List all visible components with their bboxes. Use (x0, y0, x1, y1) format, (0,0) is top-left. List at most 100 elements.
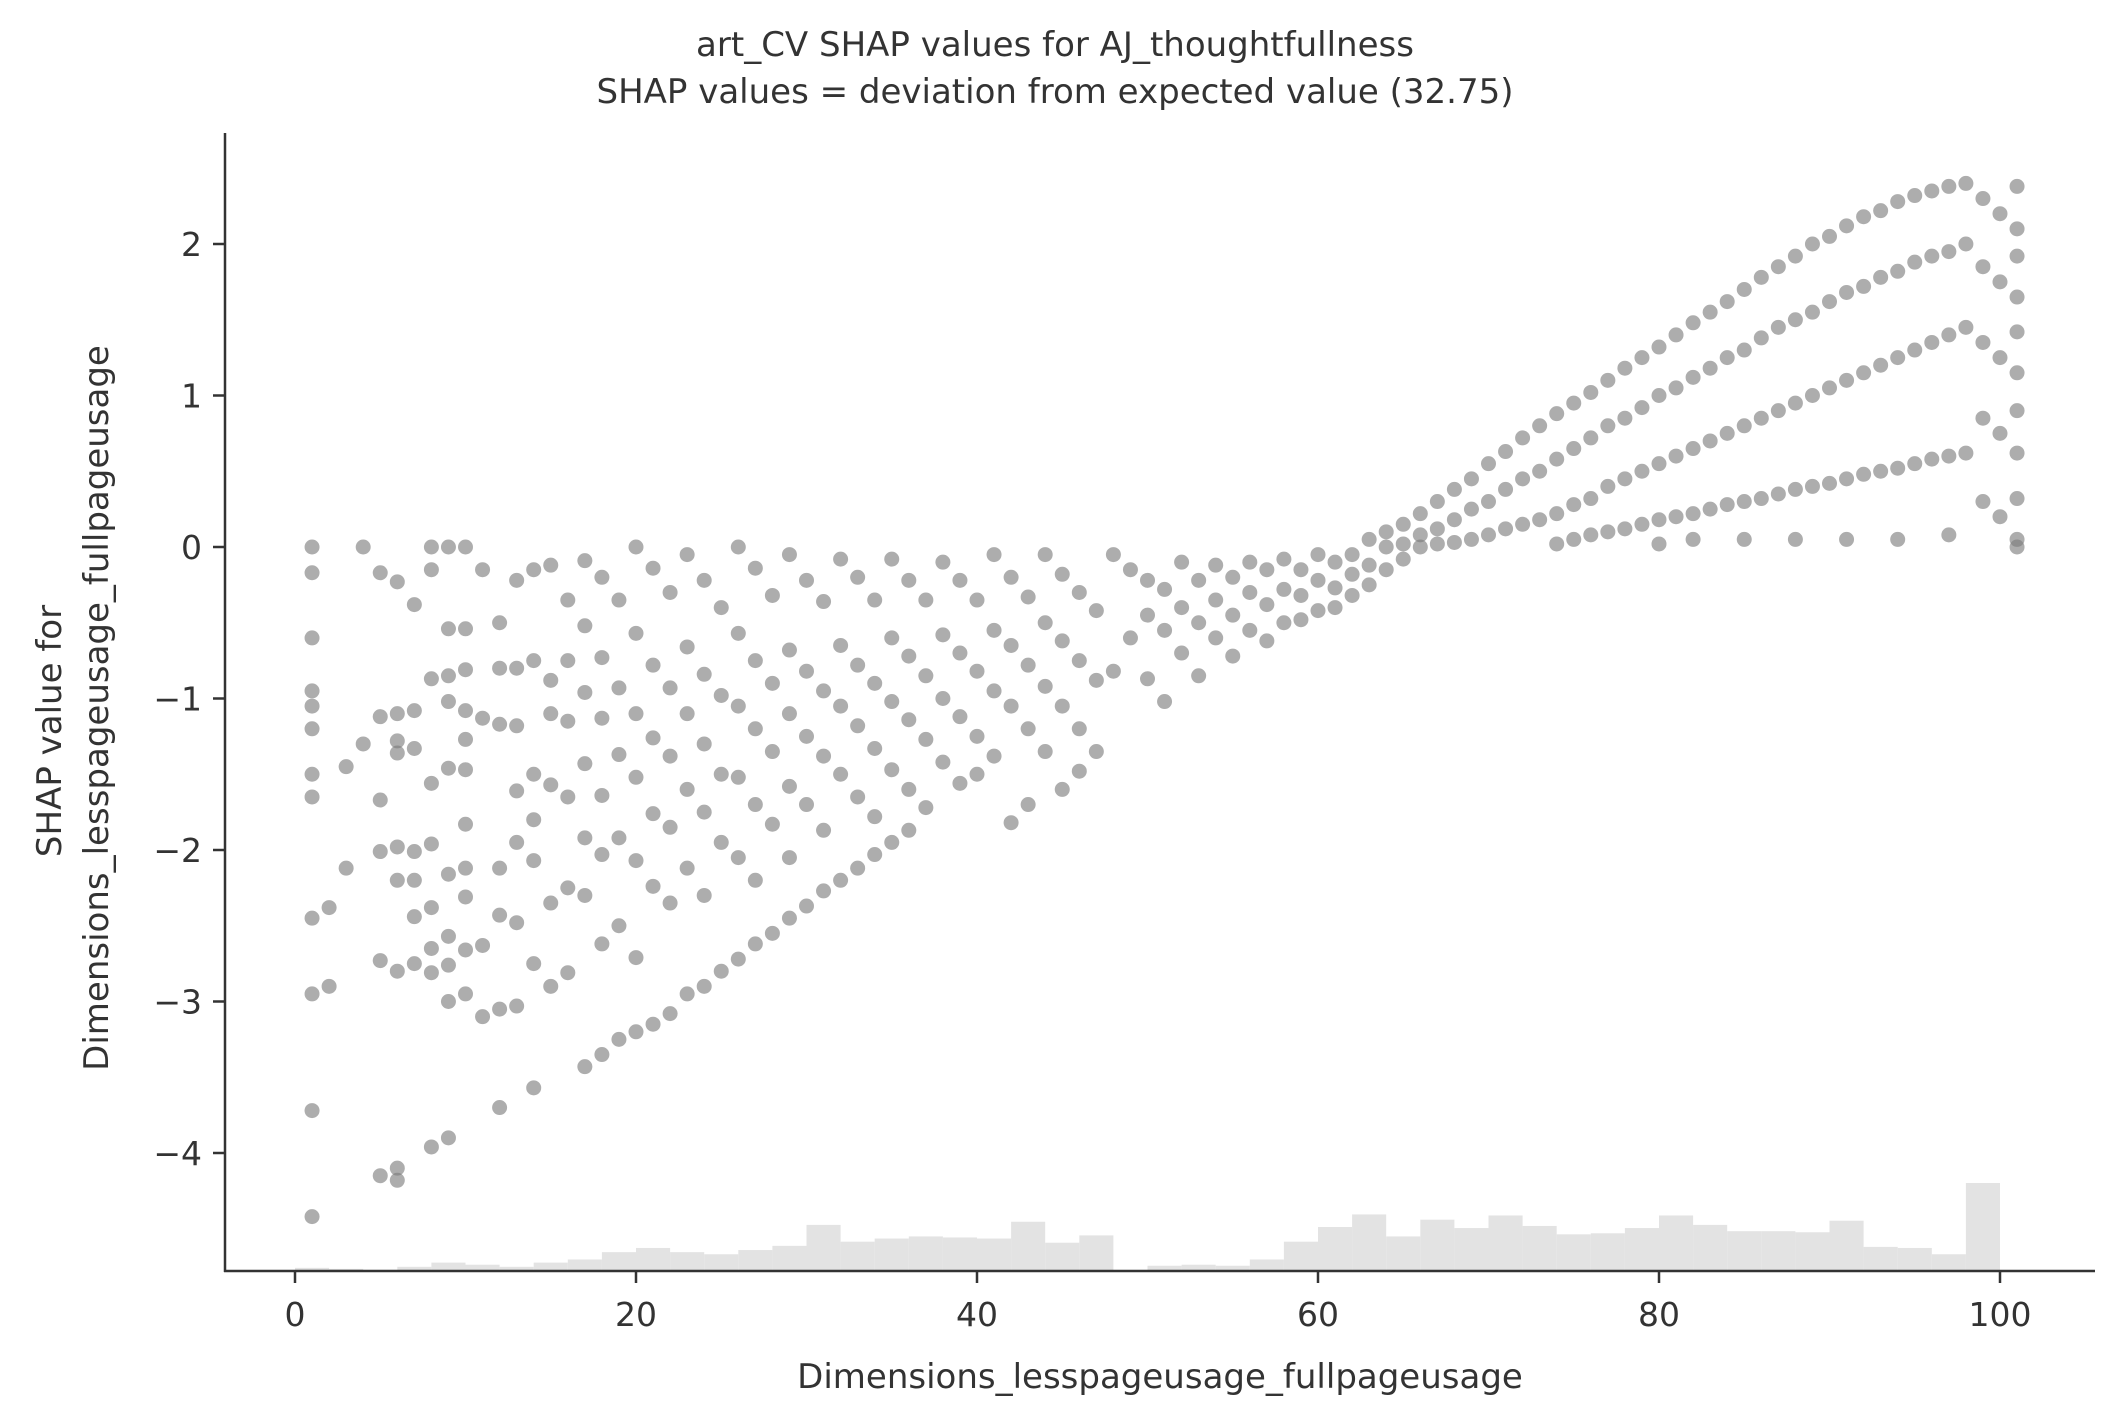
data-point (628, 853, 644, 869)
data-point (1583, 527, 1599, 543)
data-point (458, 662, 473, 678)
data-point (918, 800, 934, 816)
y-tick-label: −4 (153, 1134, 202, 1173)
data-point (526, 653, 542, 669)
data-point (1208, 630, 1224, 646)
data-point (1958, 319, 1974, 335)
data-point (611, 592, 627, 608)
data-point (372, 844, 388, 860)
data-point (679, 547, 695, 563)
data-point (304, 1209, 320, 1225)
data-point (475, 562, 491, 578)
data-point (594, 569, 610, 585)
data-point (1958, 445, 1974, 461)
histogram-bar (499, 1266, 534, 1271)
data-point (492, 860, 508, 876)
data-point (969, 766, 985, 782)
data-point (730, 698, 746, 714)
data-point (935, 691, 951, 706)
data-point (1378, 562, 1394, 578)
data-point (867, 740, 883, 756)
histogram-bar (1283, 1241, 1318, 1271)
data-point (1532, 418, 1548, 434)
data-point (1924, 451, 1940, 467)
data-point (952, 645, 968, 661)
histogram-bar (1965, 1183, 2000, 1271)
data-point (1702, 304, 1718, 320)
data-point (1736, 342, 1752, 358)
data-point (1702, 501, 1718, 517)
data-point (1140, 607, 1155, 623)
histogram-bar (1147, 1265, 1182, 1271)
data-point (1941, 244, 1957, 260)
data-point (1463, 531, 1479, 547)
y-tick-label: 0 (181, 528, 202, 567)
data-point (389, 963, 405, 979)
data-point (1839, 218, 1855, 234)
data-point (628, 769, 644, 785)
data-point (423, 940, 439, 956)
data-point (1907, 456, 1923, 472)
data-point (679, 860, 695, 876)
histogram-bar (533, 1262, 568, 1271)
data-point (594, 787, 610, 803)
data-point (458, 703, 473, 719)
data-point (1481, 456, 1496, 472)
data-point (713, 600, 729, 616)
data-point (1958, 236, 1974, 252)
data-point (526, 562, 542, 578)
data-point (509, 834, 525, 850)
x-axis-ticks: 0 20 40 60 80 100 (285, 1271, 2032, 1334)
data-point (577, 684, 593, 700)
data-point (799, 797, 814, 813)
data-point (1804, 478, 1820, 494)
data-point (884, 762, 900, 778)
data-point (679, 706, 695, 722)
data-point (526, 1080, 542, 1096)
data-point (1992, 425, 2008, 441)
data-point (1736, 494, 1752, 510)
data-point (799, 728, 814, 744)
data-point (730, 951, 746, 967)
data-point (1327, 580, 1343, 596)
data-point (764, 925, 780, 941)
data-point (1941, 448, 1957, 464)
data-point (1770, 319, 1786, 335)
data-point (389, 839, 405, 855)
data-point (1208, 592, 1224, 608)
data-point (1753, 269, 1769, 285)
data-point (1992, 274, 2008, 290)
data-point (1719, 497, 1735, 513)
data-point (560, 965, 576, 981)
data-point (1719, 294, 1735, 310)
data-point (1856, 278, 1872, 294)
data-point (389, 872, 405, 888)
data-point (1412, 506, 1428, 522)
data-point (1719, 425, 1735, 441)
data-point (1651, 536, 1667, 552)
data-point (560, 713, 576, 729)
data-point (833, 872, 849, 888)
data-point (560, 592, 576, 608)
data-point (1191, 615, 1207, 631)
data-point (1770, 259, 1786, 275)
data-point (2009, 539, 2025, 555)
data-point (1753, 330, 1769, 346)
data-point (1873, 203, 1889, 219)
data-point (1600, 524, 1616, 540)
data-point (628, 1024, 644, 1040)
data-point (1617, 360, 1633, 376)
data-point (509, 783, 525, 799)
data-point (1327, 554, 1343, 570)
data-point (781, 850, 797, 866)
y-tick-label: −1 (153, 680, 202, 719)
data-point (969, 728, 985, 744)
data-point (816, 748, 832, 764)
data-point (2009, 491, 2025, 507)
data-point (406, 872, 422, 888)
data-point (423, 965, 439, 981)
data-point (406, 909, 422, 925)
data-point (901, 822, 917, 838)
data-point (1890, 194, 1906, 210)
histogram-bar (1931, 1254, 1966, 1271)
